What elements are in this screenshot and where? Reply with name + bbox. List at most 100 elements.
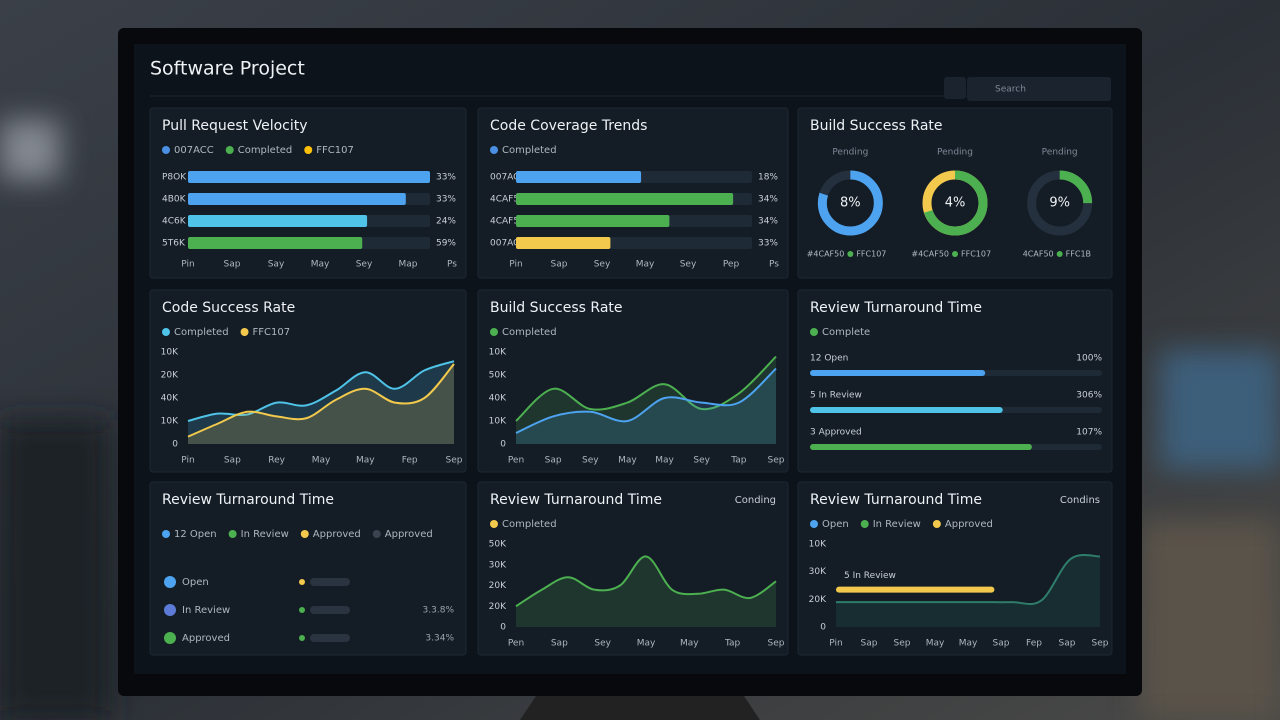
panel-title: Review Turnaround Time	[810, 492, 982, 508]
bar-label: 4CAF50	[490, 217, 525, 227]
area-fill	[188, 363, 454, 444]
row-note: 3.34%	[425, 634, 454, 644]
bar	[188, 237, 363, 249]
donut-arc	[922, 170, 988, 236]
x-tick-label: Sep	[894, 639, 911, 649]
dashboard-title: Software Project	[150, 58, 305, 80]
bar-label: 007ACC	[490, 173, 526, 183]
bar-label: 4C6K	[162, 217, 187, 227]
area-fill	[516, 556, 776, 627]
x-tick-label: Say	[268, 260, 285, 270]
row-blur	[310, 634, 350, 642]
panel-title: Pull Request Velocity	[162, 118, 308, 134]
area-fill	[516, 368, 776, 444]
y-tick-label: 20K	[809, 595, 827, 605]
panel-title: Review Turnaround Time	[490, 492, 662, 508]
y-tick-label: 40K	[161, 394, 179, 404]
x-tick-label: May	[637, 639, 656, 649]
panel-title: Review Turnaround Time	[162, 492, 334, 508]
bar	[516, 193, 734, 205]
bar	[516, 171, 642, 183]
monitor-stand	[520, 690, 760, 720]
x-tick-label: May	[311, 260, 330, 270]
y-tick-label: 50K	[489, 540, 507, 550]
x-tick-label: Sap	[1059, 639, 1076, 649]
x-tick-label: Sep	[446, 456, 463, 466]
y-tick-label: 20K	[489, 602, 507, 612]
y-tick-label: 10K	[809, 540, 827, 550]
panel-title: Review Turnaround Time	[810, 300, 982, 316]
legend-dot	[304, 146, 313, 154]
x-tick-label: Pin	[181, 456, 194, 466]
bar-note: 33%	[436, 195, 456, 205]
x-tick-label: Ps	[447, 260, 457, 270]
progress-note: 306%	[1076, 391, 1102, 401]
panel	[477, 289, 789, 473]
bar-note: 59%	[436, 239, 456, 249]
x-tick-label: May	[926, 639, 945, 649]
legend-label: 007ACC	[174, 145, 214, 156]
y-tick-label: 30K	[489, 560, 507, 570]
x-tick-label: Sey	[680, 260, 697, 270]
legend-label: In Review	[241, 529, 289, 540]
panel	[149, 481, 467, 656]
progress-note: 107%	[1076, 428, 1102, 438]
x-tick-label: Sey	[693, 456, 710, 466]
progress-bar	[810, 370, 986, 376]
legend-dot	[810, 328, 818, 336]
bar	[516, 215, 670, 227]
panel-title: Code Coverage Trends	[490, 118, 647, 134]
legend-dot	[240, 328, 249, 336]
x-tick-label: Tap	[724, 639, 741, 649]
legend-dot	[490, 146, 498, 154]
progress-bar	[810, 444, 1032, 450]
row-icon	[164, 632, 176, 644]
donut-label: Pending	[1042, 148, 1078, 158]
donut-label: Pending	[832, 148, 868, 158]
legend-label: In Review	[873, 519, 921, 530]
line	[187, 363, 455, 438]
row-blur	[310, 578, 350, 586]
donut-center: 4%	[945, 196, 966, 211]
legend-label: Complete	[822, 327, 870, 338]
x-tick-label: Sep	[768, 456, 785, 466]
donut-center: 8%	[840, 196, 861, 211]
area-fill	[836, 555, 1100, 627]
bar-label: 4CAF50	[490, 195, 525, 205]
y-tick-label: 20K	[489, 581, 507, 591]
x-tick-label: Sey	[356, 260, 373, 270]
panel-title: Build Success Rate	[490, 300, 623, 316]
bar-label: P8OK	[162, 173, 187, 183]
y-tick-label: 20K	[161, 371, 179, 381]
legend-label: Completed	[502, 327, 557, 338]
donut-legend: FFC107	[961, 250, 991, 259]
legend-dot	[162, 328, 170, 336]
legend-label: Completed	[238, 145, 293, 156]
progress-bar	[810, 407, 1003, 413]
legend-label: Approved	[385, 529, 433, 540]
icon-button[interactable]	[944, 77, 966, 99]
x-tick-label: May	[959, 639, 978, 649]
bar-label: 4B0K	[162, 195, 187, 205]
panel	[797, 481, 1113, 656]
row-dot	[299, 635, 305, 641]
bar	[188, 215, 368, 227]
donut-arc	[1027, 170, 1093, 236]
blurred-office	[0, 120, 1280, 720]
bar-label: 007ACC	[490, 239, 526, 249]
y-tick-label: 0	[500, 440, 506, 450]
legend-dot	[300, 530, 309, 538]
search-box[interactable]	[967, 77, 1111, 101]
donut-center: 9%	[1049, 196, 1070, 211]
legend-dot	[1056, 251, 1063, 257]
legend-label: Approved	[313, 529, 361, 540]
y-tick-label: 50K	[489, 371, 507, 381]
panel	[149, 289, 467, 473]
x-tick-label: Sap	[861, 639, 878, 649]
area-fill	[188, 361, 454, 444]
x-tick-label: Pep	[723, 260, 740, 270]
x-tick-label: Sap	[551, 260, 568, 270]
x-tick-label: Map	[399, 260, 418, 270]
donut-legend: #4CAF50	[911, 250, 949, 259]
panel-title: Build Success Rate	[810, 118, 943, 134]
